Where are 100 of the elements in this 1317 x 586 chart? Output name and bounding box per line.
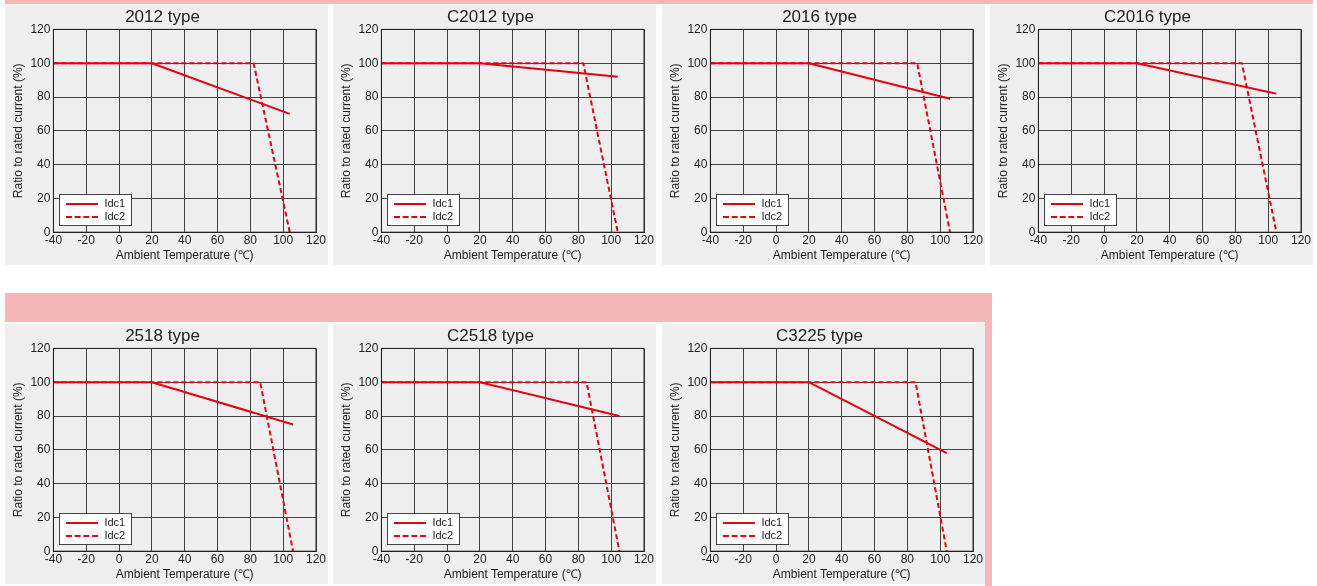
legend-label: Idc1 bbox=[432, 197, 454, 211]
legend-label: Idc2 bbox=[761, 529, 783, 543]
y-tick-label: 60 bbox=[37, 442, 51, 457]
y-tick-label: 80 bbox=[37, 89, 51, 104]
y-tick-label: 40 bbox=[1022, 156, 1036, 171]
chart-title: 2518 type bbox=[125, 325, 200, 345]
x-tick-label: 40 bbox=[178, 232, 192, 247]
y-tick-label: 100 bbox=[1015, 55, 1036, 70]
x-tick-label: 20 bbox=[145, 232, 159, 247]
y-tick-label: 20 bbox=[365, 190, 379, 205]
x-tick-label: 0 bbox=[772, 551, 780, 566]
y-tick-label: 120 bbox=[358, 21, 379, 36]
y-tick-label: 100 bbox=[358, 55, 379, 70]
chart-title: C2518 type bbox=[447, 325, 534, 345]
x-tick-label: -20 bbox=[1062, 232, 1081, 247]
y-tick-label: 60 bbox=[694, 123, 708, 138]
x-tick-label: 80 bbox=[243, 232, 258, 247]
x-tick-label: 80 bbox=[900, 551, 915, 566]
x-tick-label: 40 bbox=[1163, 232, 1177, 247]
x-tick-label: 100 bbox=[601, 232, 622, 247]
x-tick-label: 40 bbox=[506, 232, 520, 247]
legend-label: Idc2 bbox=[432, 529, 454, 543]
y-axis-title: Ratio to rated current (%) bbox=[338, 382, 353, 518]
y-axis-title: Ratio to rated current (%) bbox=[10, 382, 25, 518]
x-tick-label: 0 bbox=[443, 232, 451, 247]
y-tick-label: 80 bbox=[694, 408, 708, 423]
y-tick-label: 120 bbox=[1015, 21, 1036, 36]
x-tick-label: 80 bbox=[571, 551, 586, 566]
legend-label: Idc1 bbox=[104, 197, 126, 211]
x-tick-label: 80 bbox=[571, 232, 586, 247]
x-tick-label: 120 bbox=[633, 232, 655, 247]
x-tick-label: 40 bbox=[178, 551, 192, 566]
x-tick-label: -20 bbox=[734, 551, 753, 566]
y-tick-label: 120 bbox=[687, 21, 708, 36]
x-tick-label: 60 bbox=[210, 551, 225, 566]
legend-label: Idc1 bbox=[432, 516, 454, 530]
legend-label: Idc1 bbox=[761, 197, 783, 211]
x-tick-label: 120 bbox=[1290, 232, 1312, 247]
chart-title: 2012 type bbox=[125, 6, 200, 26]
chart-title: 2016 type bbox=[782, 6, 857, 26]
y-tick-label: 120 bbox=[687, 340, 708, 355]
x-tick-label: 60 bbox=[867, 232, 882, 247]
legend-label: Idc1 bbox=[761, 516, 783, 530]
x-tick-label: 120 bbox=[305, 232, 327, 247]
x-tick-label: 20 bbox=[802, 551, 816, 566]
x-tick-label: 0 bbox=[772, 232, 780, 247]
y-axis-title: Ratio to rated current (%) bbox=[667, 382, 682, 518]
y-tick-label: 80 bbox=[1022, 89, 1036, 104]
y-tick-label: 20 bbox=[365, 509, 379, 524]
x-tick-label: 20 bbox=[473, 232, 487, 247]
x-tick-label: -20 bbox=[77, 232, 96, 247]
y-tick-label: 120 bbox=[358, 340, 379, 355]
y-axis-title: Ratio to rated current (%) bbox=[338, 63, 353, 199]
x-axis-title: Ambient Temperature (℃) bbox=[115, 567, 254, 582]
chart-title: C3225 type bbox=[776, 325, 863, 345]
y-tick-label: 20 bbox=[37, 190, 51, 205]
y-axis-title: Ratio to rated current (%) bbox=[995, 63, 1010, 199]
y-axis-title: Ratio to rated current (%) bbox=[667, 63, 682, 199]
y-tick-label: 120 bbox=[30, 21, 51, 36]
x-tick-label: 80 bbox=[243, 551, 258, 566]
x-tick-label: 20 bbox=[1130, 232, 1144, 247]
y-tick-label: 80 bbox=[37, 408, 51, 423]
legend-label: Idc1 bbox=[104, 516, 126, 530]
x-axis-title: Ambient Temperature (℃) bbox=[443, 248, 582, 263]
y-tick-label: 40 bbox=[694, 156, 708, 171]
x-tick-label: 40 bbox=[506, 551, 520, 566]
x-tick-label: 60 bbox=[538, 232, 553, 247]
x-tick-label: 40 bbox=[835, 232, 849, 247]
x-tick-label: 60 bbox=[538, 551, 553, 566]
x-tick-label: 20 bbox=[473, 551, 487, 566]
x-tick-label: 100 bbox=[273, 551, 294, 566]
y-tick-label: 100 bbox=[30, 374, 51, 389]
y-tick-label: 40 bbox=[694, 475, 708, 490]
x-tick-label: 20 bbox=[802, 232, 816, 247]
y-tick-label: 120 bbox=[30, 340, 51, 355]
y-tick-label: 40 bbox=[365, 156, 379, 171]
y-tick-label: 40 bbox=[37, 156, 51, 171]
x-tick-label: 100 bbox=[930, 232, 951, 247]
y-tick-label: 100 bbox=[687, 374, 708, 389]
x-tick-label: 0 bbox=[1100, 232, 1108, 247]
chart-title: C2016 type bbox=[1104, 6, 1191, 26]
y-tick-label: 60 bbox=[694, 442, 708, 457]
x-tick-label: -20 bbox=[405, 551, 424, 566]
x-tick-label: 100 bbox=[273, 232, 294, 247]
y-tick-label: 20 bbox=[694, 509, 708, 524]
x-tick-label: -20 bbox=[405, 232, 424, 247]
x-tick-label: 20 bbox=[145, 551, 159, 566]
y-tick-label: 100 bbox=[30, 55, 51, 70]
x-tick-label: 120 bbox=[962, 551, 984, 566]
x-tick-label: 60 bbox=[867, 551, 882, 566]
y-tick-label: 80 bbox=[694, 89, 708, 104]
y-tick-label: 60 bbox=[365, 123, 379, 138]
x-tick-label: 120 bbox=[962, 232, 984, 247]
y-tick-label: 100 bbox=[358, 374, 379, 389]
legend-label: Idc1 bbox=[1089, 197, 1111, 211]
legend-label: Idc2 bbox=[761, 210, 783, 224]
x-axis-title: Ambient Temperature (℃) bbox=[1100, 248, 1239, 263]
x-tick-label: 120 bbox=[305, 551, 327, 566]
x-tick-label: 60 bbox=[210, 232, 225, 247]
x-axis-title: Ambient Temperature (℃) bbox=[772, 567, 911, 582]
